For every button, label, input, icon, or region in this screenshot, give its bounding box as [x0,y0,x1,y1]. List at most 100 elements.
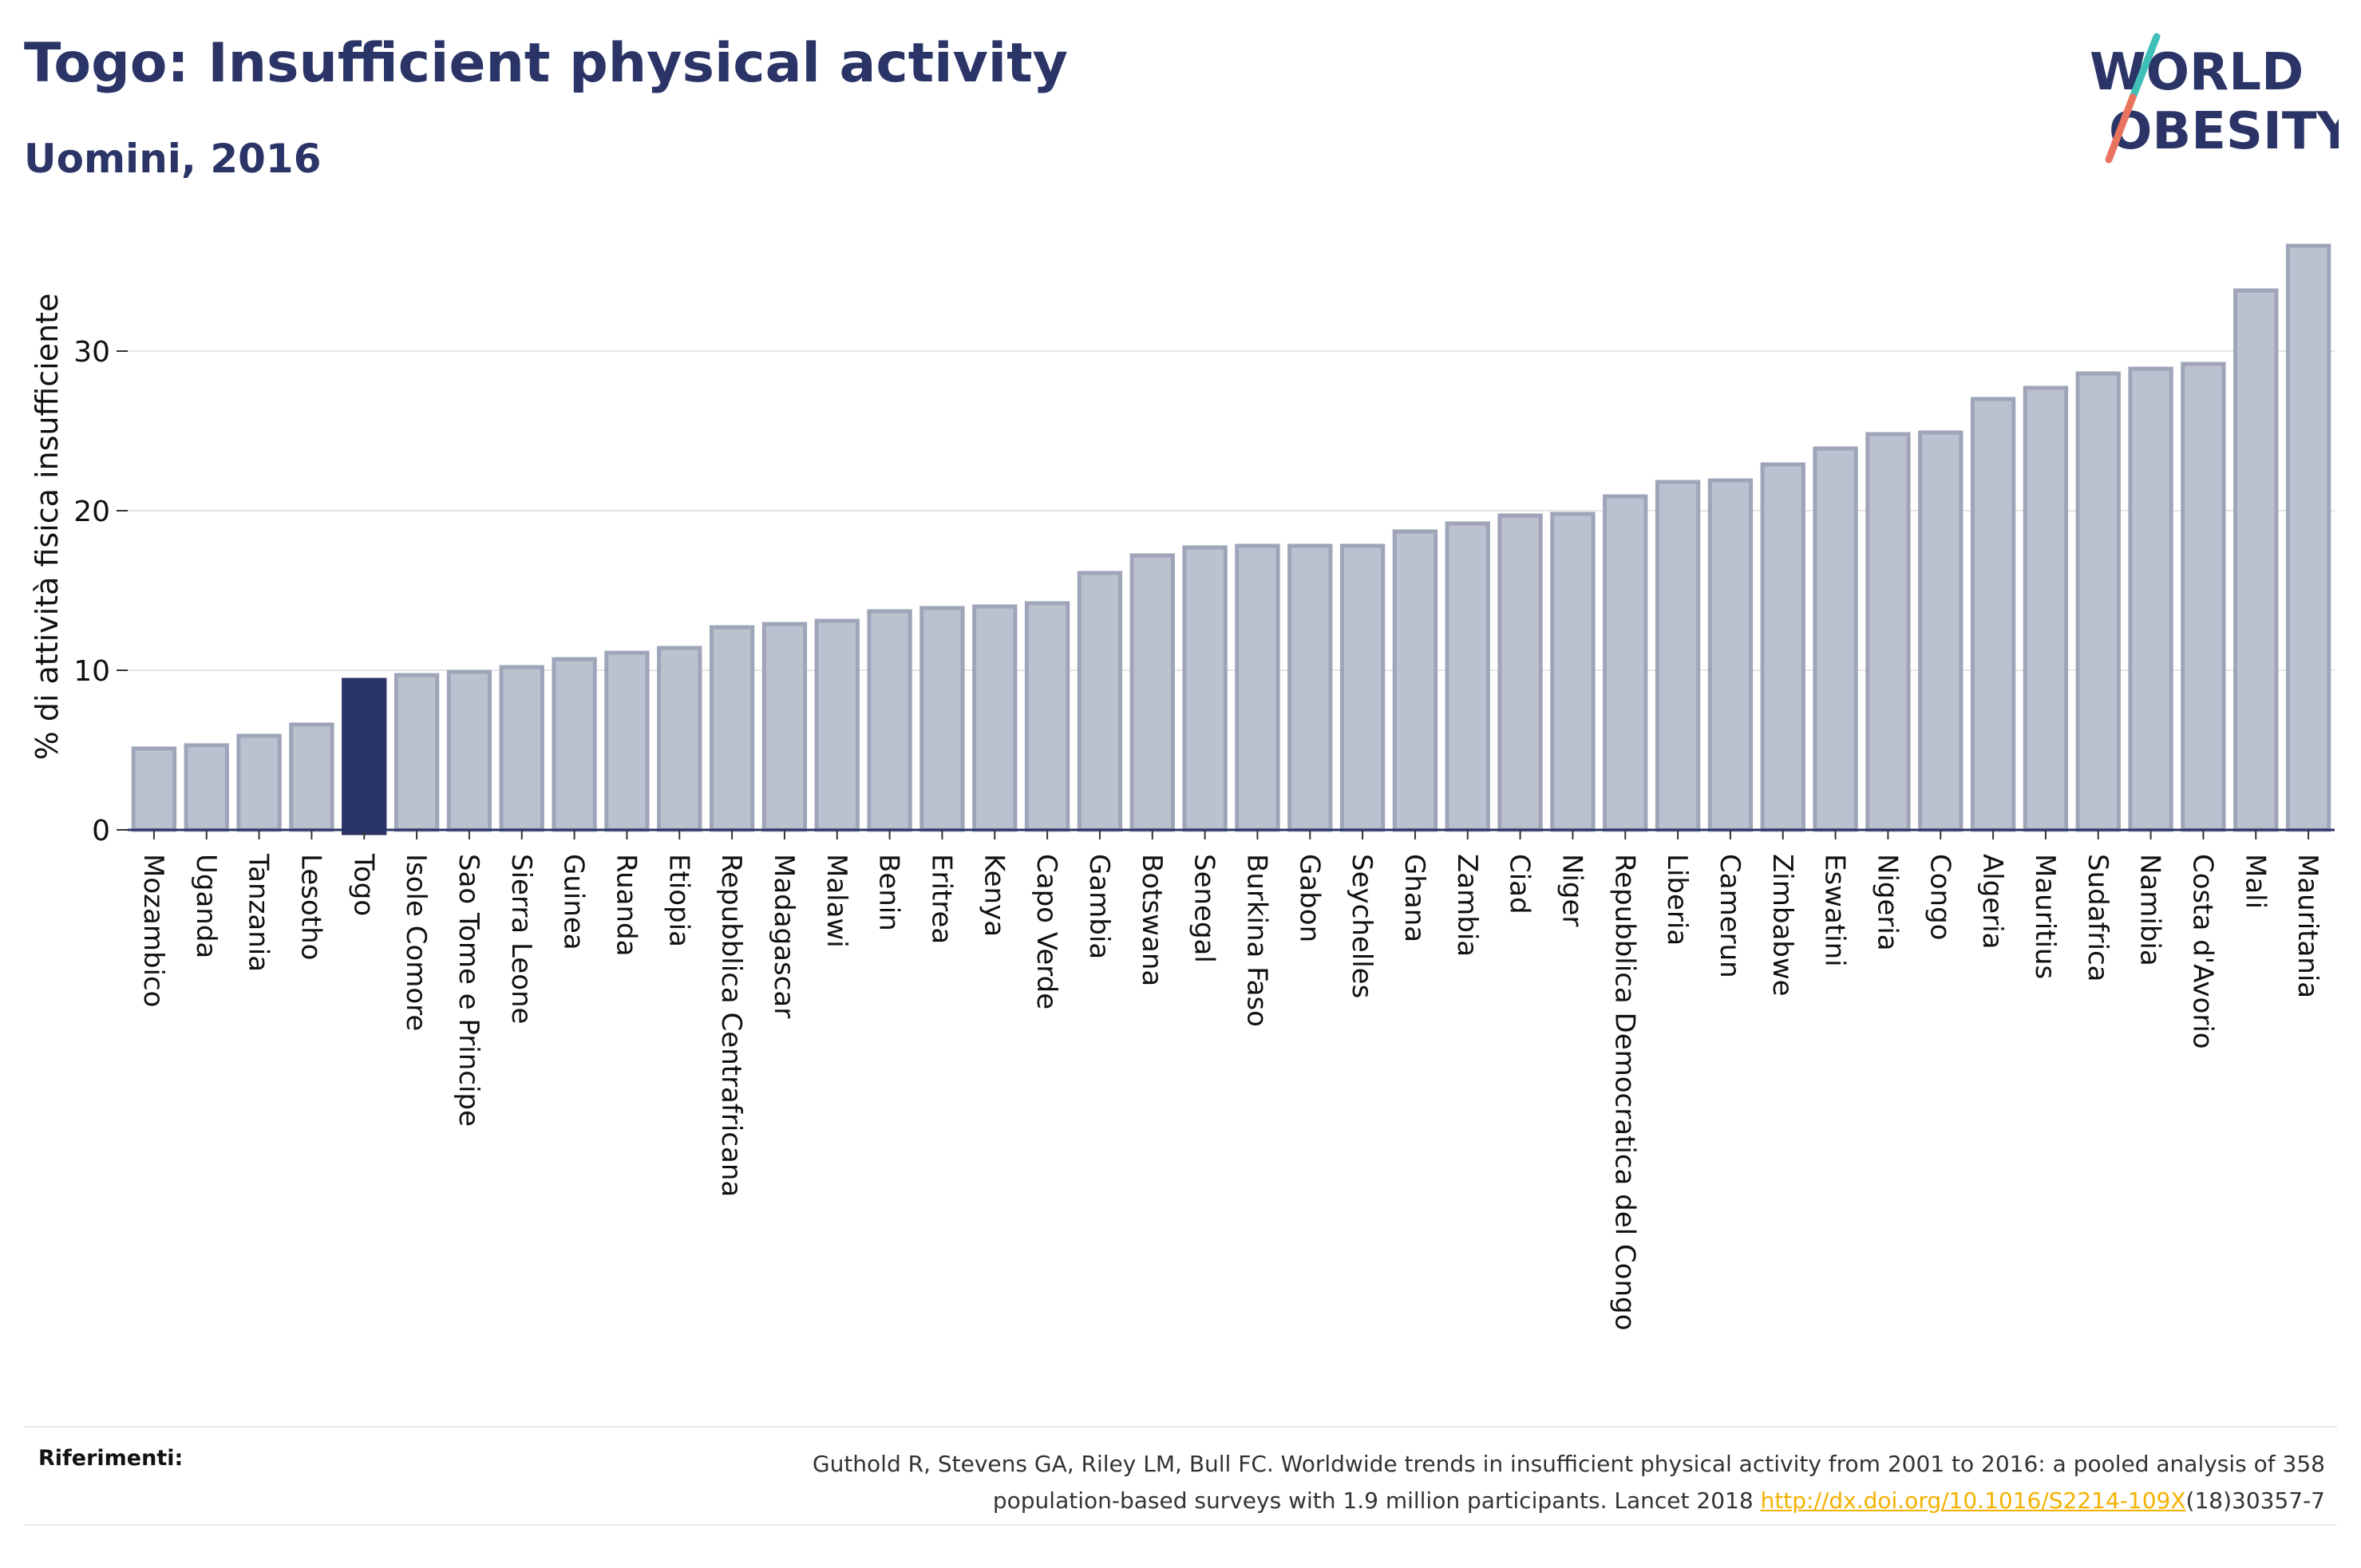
bar [919,606,965,832]
bar [131,746,177,832]
x-tick-label: Etiopia [662,854,694,947]
bar [2023,385,2069,832]
x-tick-label: Madagascar [768,854,800,1018]
x-tick-label: Ruanda [610,854,642,956]
x-tick-label: Mozambico [137,854,169,1007]
x-tick-label: Lesotho [295,854,326,960]
bar [604,650,650,832]
bar [1392,529,1438,832]
bar [1235,543,1280,832]
bar [1024,601,1070,832]
x-tick-label: Mauritius [2029,854,2061,979]
y-tick-label: 0 [92,815,110,847]
y-axis-label: % di attività fisica insufficiente [30,294,65,760]
bar [1497,513,1543,832]
bar [552,657,597,832]
doi-link[interactable]: http://dx.doi.org/10.1016/S2214-109X [1760,1487,2186,1514]
x-tick-label: Capo Verde [1030,854,1062,1009]
x-tick-label: Sierra Leone [505,854,537,1024]
x-tick-label: Togo [347,853,379,916]
bar [867,609,912,832]
footer-divider-bottom [24,1524,2337,1526]
x-tick-label: Mali [2239,854,2271,909]
y-tick-label: 20 [73,496,110,528]
x-tick-label: Algeria [1976,854,2008,949]
references-line2-suffix: (18)30357-7 [2185,1487,2325,1514]
references-line1: Guthold R, Stevens GA, Riley LM, Bull FC… [812,1451,2325,1477]
bar [1129,553,1175,832]
x-tick-label: Gambia [1083,854,1115,959]
bar [1655,480,1701,832]
bar [2181,361,2226,832]
y-tick-label: 30 [73,336,110,369]
logo-slash-teal [2129,33,2161,101]
bar [709,625,755,832]
x-tick-label: Seychelles [1346,854,1378,998]
x-tick-label: Congo [1924,854,1956,940]
chart-title: Togo: Insufficient physical activity [24,32,1068,95]
bar [2233,288,2279,832]
bar [1970,397,2016,832]
x-tick-label: Zambia [1451,854,1483,957]
x-tick-label: Mauritania [2292,854,2323,998]
bar [1182,545,1228,832]
references-label: Riferimenti: [38,1446,184,1471]
bar [657,646,702,832]
bar-highlighted [342,677,387,835]
bar [184,743,229,832]
x-tick-label: Niger [1556,854,1588,926]
x-tick-label: Senegal [1188,854,1220,963]
bar [1707,478,1754,832]
bar [1813,446,1858,832]
x-tick-label: Benin [873,854,905,931]
bar [1550,511,1596,832]
x-tick-label: Sudafrica [2082,854,2114,981]
bar [1865,432,1911,832]
x-tick-label: Gabon [1293,854,1325,942]
references-text: Guthold R, Stevens GA, Riley LM, Bull FC… [489,1446,2325,1519]
x-tick-label: Camerun [1714,854,1746,978]
x-tick-label: Tanzania [243,853,275,972]
bar [2128,366,2173,832]
bar [1077,571,1123,832]
x-tick-label: Uganda [190,854,222,958]
bar [499,665,544,832]
logo-slash-coral [2105,93,2137,164]
x-tick-label: Sao Tome e Principe [453,854,484,1127]
logo-text-obesity: OBESITY [2109,102,2339,161]
x-tick-label: Isole Comore [400,854,432,1031]
bar [761,622,808,832]
bar [1603,494,1648,832]
y-tick-label: 10 [73,655,110,688]
logo-text-world: WORLD [2090,43,2304,102]
bar [1918,430,1964,832]
x-tick-label: Repubblica Centrafricana [715,854,747,1197]
x-tick-label: Costa d'Avorio [2186,854,2218,1049]
axes [117,350,2335,839]
world-obesity-logo: WORLD OBESITY [2090,33,2339,164]
bar-chart: 0 10 20 30 Mozambico Uganda Tanzania Lesotho Tog… [30,243,2335,1330]
bar [972,604,1018,832]
x-tick-label: Nigeria [1871,854,1903,951]
bar [394,673,440,832]
bar [1760,462,1805,832]
x-tick-label: Liberia [1661,854,1693,946]
chart-subtitle: Uomini, 2016 [24,136,322,182]
x-tick-label: Ghana [1398,854,1430,942]
x-tick-label: Kenya [978,854,1010,937]
bar [1339,543,1386,832]
bar [289,722,334,832]
bar [2075,371,2121,832]
x-tick-label: Botswana [1136,854,1168,986]
bar [2285,243,2331,832]
bar [1445,521,1490,832]
tick-labels: 0 10 20 30 Mozambico Uganda Tanzania Lesotho Tog… [73,336,2323,1330]
x-tick-label: Eritrea [925,854,957,944]
x-tick-label: Eswatini [1819,854,1851,967]
x-tick-label: Malawi [821,854,852,948]
x-tick-label: Ciad [1504,854,1536,914]
gridlines [128,350,2335,671]
bars [131,243,2331,835]
x-tick-label: Repubblica Democratica del Congo [1608,854,1640,1330]
x-tick-label: Namibia [2134,854,2166,966]
